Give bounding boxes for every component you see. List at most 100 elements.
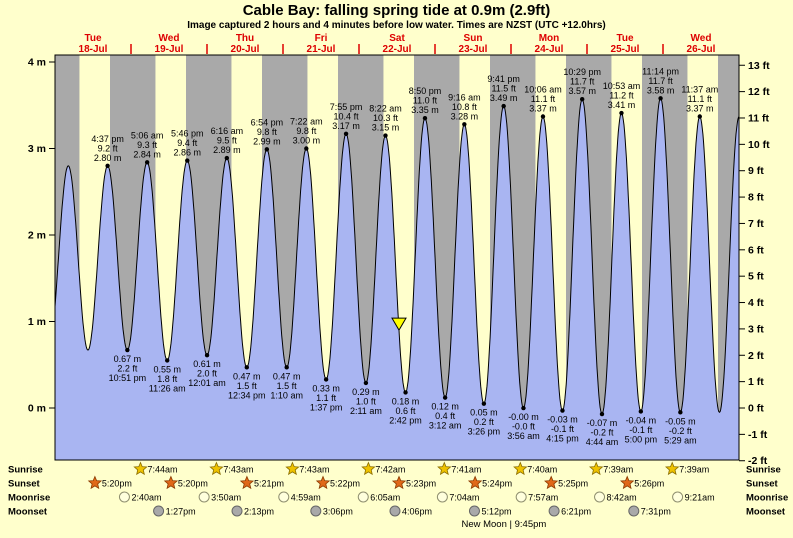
sunrise-star-icon	[513, 461, 528, 476]
sunrise-star-icon	[285, 461, 300, 476]
low-tide-annotation-line: 1.5 ft	[237, 381, 258, 391]
day-date-label: 25-Jul	[611, 44, 640, 55]
high-tide-annotation-line: 9:16 am	[448, 92, 481, 102]
left-axis-label: 4 m	[28, 57, 46, 69]
high-tide-annotation-line: 11.0 ft	[413, 96, 438, 106]
moonset-icon	[628, 505, 640, 517]
low-tide-annotation-line: 0.4 ft	[435, 411, 456, 421]
moonset-icon	[231, 505, 243, 517]
low-tide-annotation-line: 1:10 am	[270, 390, 303, 400]
high-tide-annotation-line: 7:22 am	[290, 117, 323, 127]
day-weekday-label: Wed	[691, 33, 712, 44]
sunset-star-icon	[239, 475, 255, 490]
row-label-left-moonrise: Moonrise	[8, 493, 50, 504]
plot-border	[54, 54, 740, 461]
row-label-right-sunrise: Sunrise	[746, 465, 781, 476]
low-tide-dot	[560, 408, 565, 413]
sunrise-star-time: 7:43am	[299, 465, 329, 475]
high-tide-dot	[579, 96, 585, 102]
low-tide-annotation-line: -0.04 m	[626, 415, 657, 425]
high-tide-annotation-line: 2.80 m	[94, 153, 122, 163]
sunset-star-time: 5:22pm	[330, 479, 360, 489]
sunset-star-icon	[87, 475, 103, 490]
moonrise-time: 7:04am	[449, 493, 479, 503]
high-tide-dot	[224, 155, 230, 161]
moonset-time: 1:27pm	[166, 507, 196, 517]
high-tide-annotation-line: 3.37 m	[529, 103, 557, 113]
tide-area	[55, 98, 739, 460]
moonrise-icon	[118, 491, 130, 503]
day-date-label: 26-Jul	[687, 44, 716, 55]
high-tide-annotation-line: 3.37 m	[686, 103, 714, 113]
right-axis-label: 10 ft	[748, 139, 770, 151]
sunset-star-icon	[467, 475, 483, 490]
row-label-right-sunset: Sunset	[746, 479, 779, 490]
right-axis-label: 1 ft	[748, 376, 764, 388]
high-tide-annotation-line: 11.5 ft	[491, 84, 516, 94]
moonrise-icon	[278, 491, 290, 503]
high-tide-dot	[619, 110, 624, 116]
low-tide-dot	[363, 380, 369, 386]
moonset-icon	[310, 505, 322, 517]
high-tide-dot	[501, 103, 506, 109]
low-tide-annotation-line: 4:44 am	[586, 437, 619, 447]
low-tide-annotation-line: 0.47 m	[273, 371, 301, 381]
moon-phase-label: New Moon | 9:45pm	[461, 519, 546, 530]
high-tide-annotation-line: 11:14 pm	[642, 66, 679, 76]
low-tide-annotation-line: 3:26 pm	[468, 427, 501, 437]
low-tide-annotation-line: -0.00 m	[508, 412, 539, 422]
day-date-label: 18-Jul	[79, 44, 108, 55]
low-tide-annotation-line: -0.1 ft	[551, 424, 575, 434]
low-tide-annotation-line: 11:26 am	[149, 383, 186, 393]
sunset-star-icon	[315, 475, 331, 490]
moonrise-icon	[515, 491, 527, 503]
chart-title: Cable Bay: falling spring tide at 0.9m (…	[242, 2, 551, 19]
high-tide-annotation-line: 9.5 ft	[217, 136, 238, 146]
row-label-right-moonset: Moonset	[746, 507, 786, 518]
high-tide-annotation-line: 9.8 ft	[296, 126, 317, 136]
low-tide-annotation-line: 1.0 ft	[356, 396, 377, 406]
high-tide-dot	[540, 114, 546, 119]
high-tide-dot	[304, 146, 309, 151]
right-axis-label: 11 ft	[748, 112, 770, 124]
sunrise-star-icon	[665, 461, 680, 476]
high-tide-annotation-line: 6:16 am	[211, 126, 244, 136]
high-tide-annotation-line: 10:06 am	[524, 84, 562, 94]
moonset-icon	[468, 505, 480, 517]
moonrise-time: 3:50am	[211, 493, 241, 503]
moonrise-time: 4:59am	[291, 493, 321, 503]
low-tide-annotation-line: 0.6 ft	[396, 406, 417, 416]
high-tide-annotation-line: 3.49 m	[490, 93, 518, 103]
high-tide-annotation-line: 8:50 pm	[409, 86, 442, 96]
sunset-star-time: 5:20pm	[102, 479, 132, 489]
low-tide-annotation-line: 10:51 pm	[109, 373, 147, 383]
high-tide-annotation-line: 3.57 m	[568, 86, 596, 96]
right-axis-label: 13 ft	[748, 60, 770, 72]
sunrise-star-time: 7:39am	[679, 465, 709, 475]
moonrise-time: 9:21am	[685, 493, 715, 503]
day-date-label: 21-Jul	[307, 44, 336, 55]
low-tide-annotation-line: 0.29 m	[352, 387, 380, 397]
sunrise-star-icon	[133, 461, 148, 476]
right-axis-label: 5 ft	[748, 271, 764, 283]
right-axis-label: 2 ft	[748, 350, 764, 362]
sunrise-star-icon	[589, 461, 604, 476]
sunrise-star-time: 7:44am	[147, 465, 177, 475]
low-tide-annotation-line: 12:01 am	[188, 378, 226, 388]
high-tide-dot	[105, 163, 110, 168]
low-tide-annotation-line: 2:42 pm	[389, 415, 422, 425]
high-tide-dot	[422, 116, 428, 121]
moonset-icon	[548, 505, 560, 517]
low-tide-dot	[481, 401, 487, 406]
high-tide-annotation-line: 11.1 ft	[688, 94, 713, 104]
low-tide-dot	[125, 347, 130, 353]
low-tide-annotation-line: -0.03 m	[547, 415, 578, 425]
high-tide-annotation-line: 10.8 ft	[452, 102, 478, 112]
low-tide-annotation-line: 0.61 m	[193, 359, 221, 369]
left-axis-label: 0 m	[28, 403, 46, 415]
day-weekday-label: Thu	[236, 33, 254, 44]
high-tide-annotation-line: 10.4 ft	[334, 111, 360, 121]
low-tide-annotation-line: 0.12 m	[431, 402, 459, 412]
high-tide-dot	[343, 131, 349, 136]
moonset-time: 3:06pm	[323, 507, 353, 517]
